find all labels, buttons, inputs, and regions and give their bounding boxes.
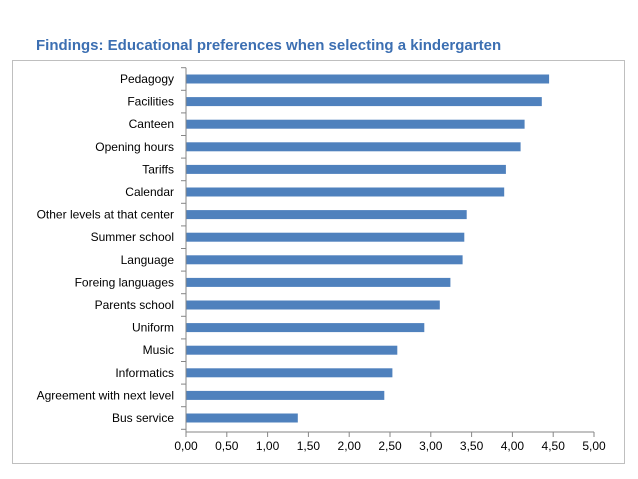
category-label: Bus service bbox=[112, 411, 174, 425]
category-label: Music bbox=[143, 343, 174, 357]
axis-layer bbox=[181, 67, 595, 437]
x-tick-label: 0,50 bbox=[215, 439, 239, 453]
category-label: Uniform bbox=[132, 321, 174, 335]
x-tick-label: 2,00 bbox=[338, 439, 362, 453]
bar bbox=[186, 255, 463, 265]
x-tick-label: 4,00 bbox=[501, 439, 525, 453]
labels-layer: Pedagogy Facilities Canteen Opening hours Ta… bbox=[37, 72, 606, 453]
x-tick-label: 5,00 bbox=[582, 439, 606, 453]
category-label: Agreement with next level bbox=[37, 388, 174, 402]
bar bbox=[186, 345, 398, 355]
bars-layer bbox=[186, 74, 550, 423]
category-label: Opening hours bbox=[95, 140, 174, 154]
chart-frame bbox=[12, 60, 625, 464]
bar bbox=[186, 277, 451, 287]
category-label: Calendar bbox=[125, 185, 174, 199]
bar bbox=[186, 368, 393, 378]
bar bbox=[186, 142, 521, 152]
bar bbox=[186, 164, 506, 174]
bar bbox=[186, 119, 525, 129]
category-label: Pedagogy bbox=[120, 72, 174, 86]
category-label: Tariffs bbox=[142, 162, 174, 176]
x-tick-label: 3,00 bbox=[419, 439, 443, 453]
bar bbox=[186, 74, 550, 84]
bar bbox=[186, 232, 465, 242]
x-tick-label: 1,00 bbox=[256, 439, 280, 453]
bar bbox=[186, 210, 467, 220]
x-tick-label: 0,00 bbox=[174, 439, 198, 453]
bar bbox=[186, 97, 542, 107]
bar bbox=[186, 390, 385, 400]
bar bbox=[186, 413, 298, 423]
x-tick-label: 1,50 bbox=[297, 439, 321, 453]
category-label: Parents school bbox=[95, 298, 174, 312]
x-tick-label: 2,50 bbox=[378, 439, 402, 453]
category-label: Facilities bbox=[127, 95, 174, 109]
category-label: Language bbox=[121, 253, 175, 267]
category-label: Summer school bbox=[91, 230, 174, 244]
category-label: Informatics bbox=[115, 366, 174, 380]
category-label: Foreing languages bbox=[75, 275, 174, 289]
x-tick-label: 4,50 bbox=[542, 439, 566, 453]
x-tick-label: 3,50 bbox=[460, 439, 484, 453]
bar bbox=[186, 300, 440, 310]
bar bbox=[186, 323, 425, 333]
chart-title: Findings: Educational preferences when s… bbox=[36, 37, 502, 54]
category-label: Other levels at that center bbox=[37, 208, 174, 222]
bar bbox=[186, 187, 505, 197]
category-label: Canteen bbox=[129, 117, 174, 131]
